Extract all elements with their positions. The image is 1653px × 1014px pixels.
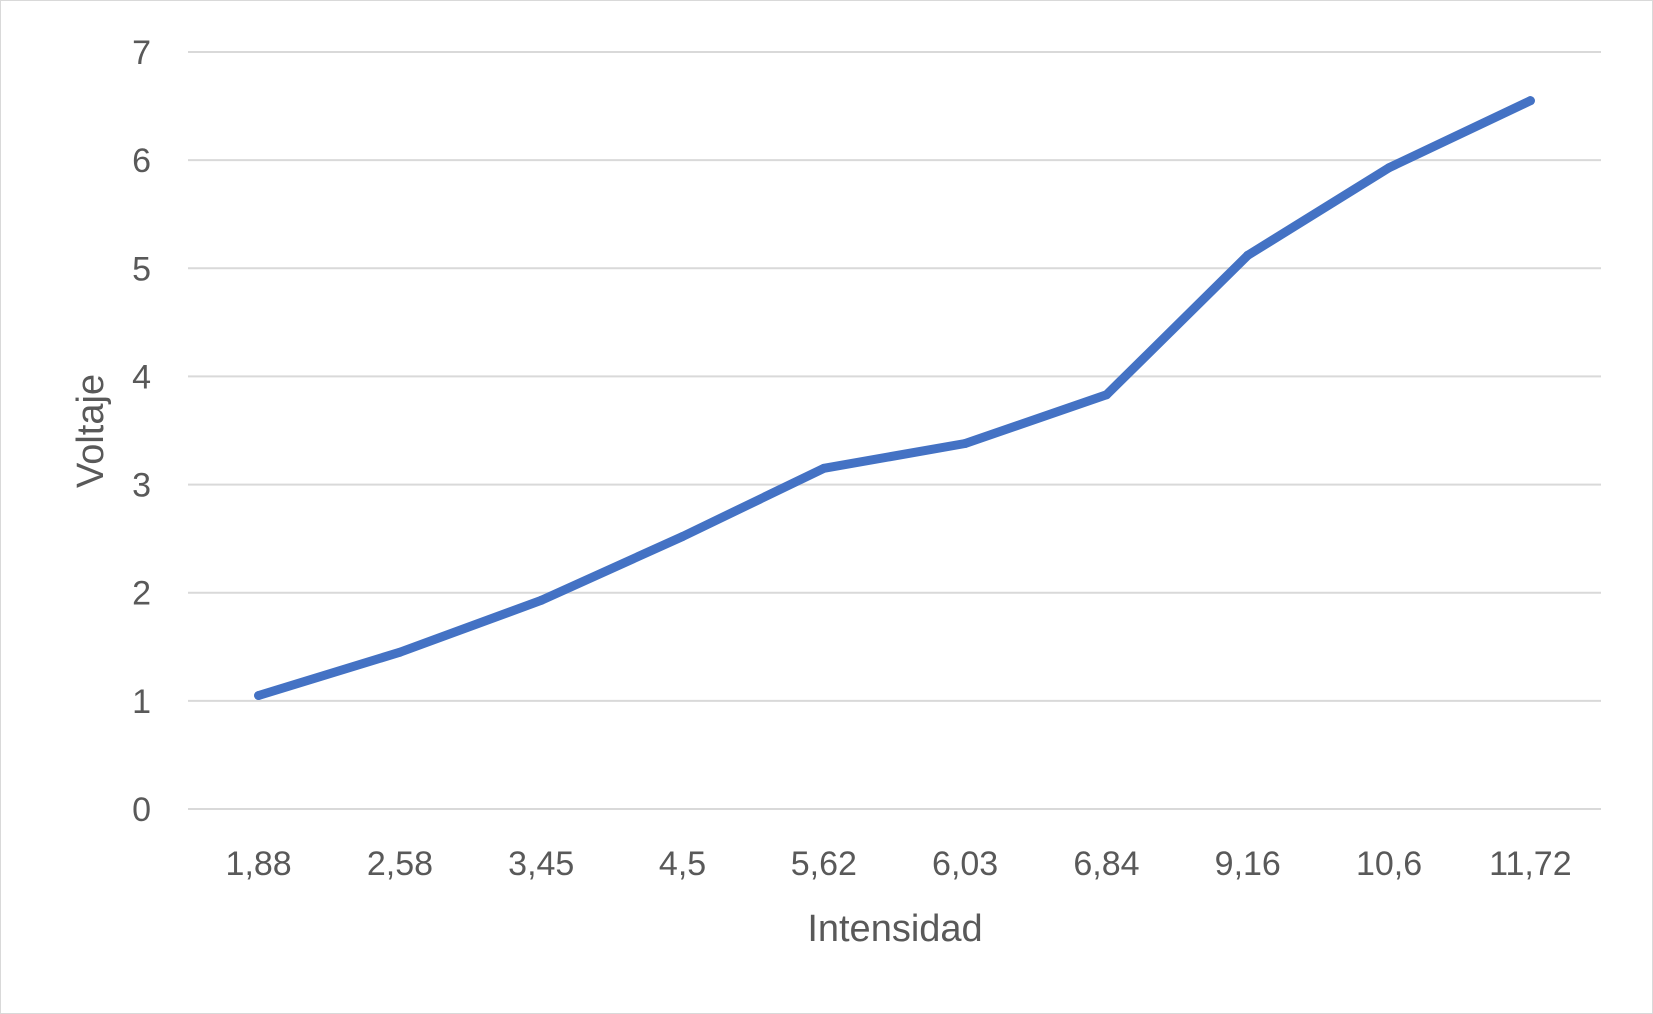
x-tick-label: 2,58 (367, 845, 433, 883)
x-tick-label: 4,5 (659, 845, 706, 883)
x-tick-label: 11,72 (1489, 845, 1572, 883)
x-tick-label: 1,88 (226, 845, 292, 883)
y-axis-title: Voltaje (70, 374, 112, 488)
data-point (960, 438, 970, 448)
data-point (1525, 96, 1535, 106)
y-tick-label: 7 (132, 34, 151, 72)
y-tick-label: 3 (132, 467, 151, 505)
data-point (819, 463, 829, 473)
x-tick-label: 3,45 (508, 845, 574, 883)
y-tick-label: 0 (132, 791, 151, 829)
data-point (254, 690, 264, 700)
x-tick-label: 6,03 (932, 845, 998, 883)
series-line (254, 96, 1535, 700)
y-tick-label: 5 (132, 250, 151, 288)
series-layer (254, 96, 1535, 700)
x-tick-label: 6,84 (1073, 845, 1139, 883)
x-axis-tick-labels: 1,88 2,58 3,45 4,5 5,62 6,03 6,84 9,16 10,6 11,72 (226, 845, 1572, 883)
data-point (1384, 163, 1394, 173)
data-point (536, 595, 546, 605)
y-axis-tick-labels: 0 1 2 3 4 5 6 7 (132, 34, 151, 829)
x-tick-label: 5,62 (791, 845, 857, 883)
x-tick-label: 10,6 (1356, 845, 1422, 883)
y-tick-label: 4 (132, 358, 151, 396)
data-point (1243, 250, 1253, 260)
x-tick-label: 9,16 (1215, 845, 1281, 883)
y-tick-label: 2 (132, 575, 151, 613)
data-point (395, 647, 405, 657)
data-point (678, 531, 688, 541)
data-point (1101, 390, 1111, 400)
x-axis-title: Intensidad (807, 908, 982, 950)
gridlines (188, 51, 1601, 810)
y-tick-label: 6 (132, 142, 151, 180)
y-tick-label: 1 (132, 683, 151, 721)
